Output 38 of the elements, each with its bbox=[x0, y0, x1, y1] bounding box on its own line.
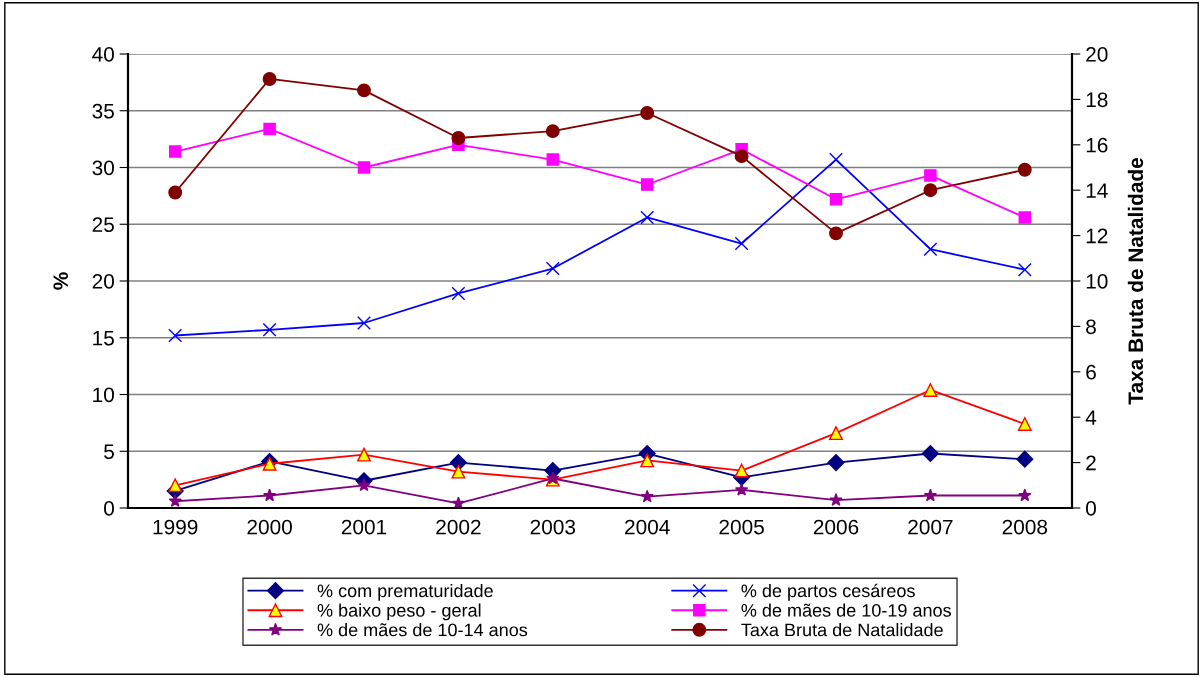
y-tick-label: 40 bbox=[92, 47, 114, 62]
y-tick-label: 5 bbox=[104, 444, 114, 459]
y2-tick-label: 12 bbox=[1086, 228, 1108, 244]
legend-label: Taxa Bruta de Natalidade bbox=[741, 623, 943, 637]
y2-tick-label: 8 bbox=[1086, 319, 1096, 335]
y-tick-label: 0 bbox=[104, 501, 114, 516]
y2-tick-label: 14 bbox=[1086, 183, 1108, 198]
legend-label: % de partos cesáreos bbox=[741, 583, 915, 601]
y-tick-label: 10 bbox=[93, 387, 114, 403]
y2-tick-label: 2 bbox=[1086, 455, 1096, 471]
y2-tick-label: 18 bbox=[1086, 92, 1108, 108]
x-tick-label: 2004 bbox=[625, 519, 670, 535]
x-tick-label: 2001 bbox=[341, 519, 387, 535]
y-tick-label: 15 bbox=[93, 330, 114, 346]
x-tick-label: 2008 bbox=[1002, 519, 1048, 535]
legend-label: % de mães de 10-14 anos bbox=[317, 623, 528, 637]
x-tick-label: 2002 bbox=[436, 519, 481, 535]
x-tick-label: 2003 bbox=[530, 519, 576, 535]
x-tick-label: 2005 bbox=[719, 519, 764, 535]
x-tick-label: 2007 bbox=[908, 519, 953, 535]
y2-tick-label: 20 bbox=[1086, 47, 1108, 62]
y2-axis-title: Taxa Bruta de Natalidade bbox=[1127, 158, 1144, 405]
legend-label: % com prematuridade bbox=[317, 583, 493, 601]
legend-label: % de mães de 10-19 anos bbox=[741, 603, 951, 617]
x-tick-label: 1999 bbox=[153, 519, 198, 535]
y2-tick-label: 6 bbox=[1086, 364, 1096, 380]
y-tick-label: 20 bbox=[92, 274, 114, 289]
y-tick-label: 25 bbox=[92, 217, 114, 232]
y2-tick-label: 16 bbox=[1086, 137, 1108, 153]
y2-tick-label: 10 bbox=[1086, 274, 1108, 289]
y-tick-label: 35 bbox=[92, 103, 114, 119]
x-tick-label: 2006 bbox=[813, 519, 859, 535]
x-tick-label: 2000 bbox=[247, 519, 292, 535]
y-tick-label: 30 bbox=[92, 160, 114, 176]
y2-tick-label: 0 bbox=[1086, 501, 1096, 516]
y-axis-title: % bbox=[53, 272, 69, 290]
y2-tick-label: 4 bbox=[1085, 410, 1097, 425]
legend-label: % baixo peso - geral bbox=[317, 603, 481, 621]
